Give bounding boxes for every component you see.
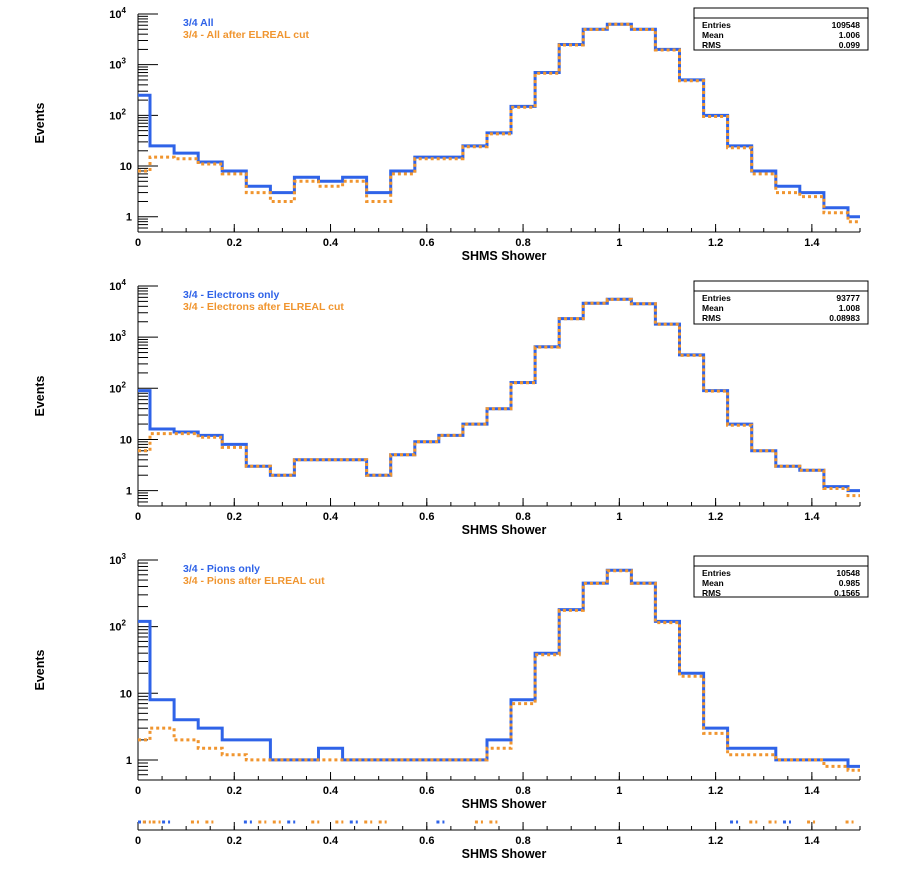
stats-value: 0.1565 (834, 588, 860, 598)
panel-bottom-strip: 0 0.2 0.4 0.6 0.8 1 1.2 1.4 SHMS Shower (135, 822, 861, 861)
series-line-after-cut (138, 569, 860, 772)
stats-value: 0.099 (839, 40, 861, 50)
x-tick-label: 1.4 (804, 835, 820, 847)
x-tick-label: 1.4 (804, 511, 820, 523)
legend-entry: 3/4 - All after ELREAL cut (183, 29, 310, 41)
y-tick-label: 103 (109, 552, 126, 567)
x-tick-label: 0.8 (515, 237, 530, 249)
stats-value: 93777 (836, 293, 860, 303)
y-tick-label: 104 (109, 6, 126, 21)
x-tick-label: 0.6 (419, 511, 434, 523)
y-tick-label: 102 (109, 619, 126, 634)
stats-label: RMS (702, 313, 721, 323)
x-tick-label: 0.4 (323, 511, 339, 523)
y-tick-label: 10 (120, 434, 132, 446)
series-line-all (138, 568, 860, 768)
stats-value: 1.006 (839, 30, 861, 40)
x-tick-label: 0.4 (323, 785, 339, 797)
y-tick-label: 10 (120, 161, 132, 173)
series-line-after-cut (138, 22, 860, 224)
x-tick-label: 1.2 (708, 237, 723, 249)
stats-label: RMS (702, 588, 721, 598)
panel-pions: 0 0.2 0.4 0.6 0.8 1 1.2 1.4 SHMS Shower 1 10 102 103… (33, 552, 869, 811)
stats-box (693, 555, 869, 598)
x-tick-label: 1.2 (708, 785, 723, 797)
y-axis-label: Events (33, 649, 47, 690)
stats-box (693, 280, 869, 325)
x-tick-label: 0.2 (227, 785, 242, 797)
x-axis-label: SHMS Shower (462, 847, 547, 861)
x-tick-label: 0.2 (227, 511, 242, 523)
x-axis-label: SHMS Shower (462, 797, 547, 811)
x-tick-label: 0.4 (323, 835, 339, 847)
x-tick-label: 1.2 (708, 835, 723, 847)
y-axis-label: Events (33, 375, 47, 416)
x-tick-label: 0 (135, 835, 141, 847)
stats-label: Mean (702, 303, 724, 313)
panel-electrons: 0 0.2 0.4 0.6 0.8 1 1.2 1.4 SHMS Shower 1 10 102 103… (33, 278, 869, 537)
stats-label: RMS (702, 40, 721, 50)
x-axis-label: SHMS Shower (462, 523, 547, 537)
x-tick-label: 1 (616, 785, 622, 797)
x-tick-label: 1 (616, 511, 622, 523)
y-tick-label: 104 (109, 278, 126, 293)
stats-value: 0.985 (839, 578, 861, 588)
y-tick-label: 10 (120, 688, 132, 700)
x-tick-label: 0 (135, 511, 141, 523)
legend-entry: 3/4 - Electrons after ELREAL cut (183, 301, 344, 313)
stats-label: Entries (702, 568, 731, 578)
x-tick-label: 0 (135, 237, 141, 249)
y-tick-label: 103 (109, 57, 126, 72)
x-tick-label: 0.2 (227, 237, 242, 249)
y-tick-label: 1 (126, 755, 132, 767)
x-tick-label: 0 (135, 785, 141, 797)
x-tick-label: 0.2 (227, 835, 242, 847)
stats-value: 10548 (836, 568, 860, 578)
x-tick-label: 0.6 (419, 835, 434, 847)
x-tick-label: 1.2 (708, 511, 723, 523)
stats-value: 0.08983 (829, 313, 860, 323)
y-tick-label: 103 (109, 329, 126, 344)
x-tick-label: 1.4 (804, 785, 820, 797)
stats-box (693, 7, 869, 51)
legend-entry: 3/4 - Pions only (183, 563, 260, 575)
legend-entry: 3/4 - Electrons only (183, 289, 279, 301)
stats-label: Entries (702, 20, 731, 30)
x-axis-label: SHMS Shower (462, 249, 547, 263)
x-tick-label: 0.6 (419, 237, 434, 249)
series-line-all (138, 297, 860, 493)
stats-label: Mean (702, 578, 724, 588)
x-tick-label: 0.4 (323, 237, 339, 249)
stats-label: Entries (702, 293, 731, 303)
x-tick-label: 0.8 (515, 835, 530, 847)
stats-value: 109548 (832, 20, 861, 30)
legend-entry: 3/4 All (183, 17, 214, 29)
y-tick-label: 1 (126, 212, 132, 224)
y-axis-label: Events (33, 102, 47, 143)
x-tick-label: 1.4 (804, 237, 820, 249)
y-tick-label: 1 (126, 486, 132, 498)
stats-value: 1.008 (839, 303, 861, 313)
series-line-after-cut (138, 297, 860, 498)
x-tick-label: 1 (616, 237, 622, 249)
x-tick-label: 0.8 (515, 511, 530, 523)
stats-label: Mean (702, 30, 724, 40)
panel-all: 0 0.2 0.4 0.6 0.8 1 1.2 1.4 SHMS Shower 1 10 102 103… (33, 6, 869, 263)
x-tick-label: 0.8 (515, 785, 530, 797)
y-tick-label: 102 (109, 380, 126, 395)
y-tick-label: 102 (109, 107, 126, 122)
x-tick-label: 1 (616, 835, 622, 847)
x-tick-label: 0.6 (419, 785, 434, 797)
legend-entry: 3/4 - Pions after ELREAL cut (183, 575, 325, 587)
